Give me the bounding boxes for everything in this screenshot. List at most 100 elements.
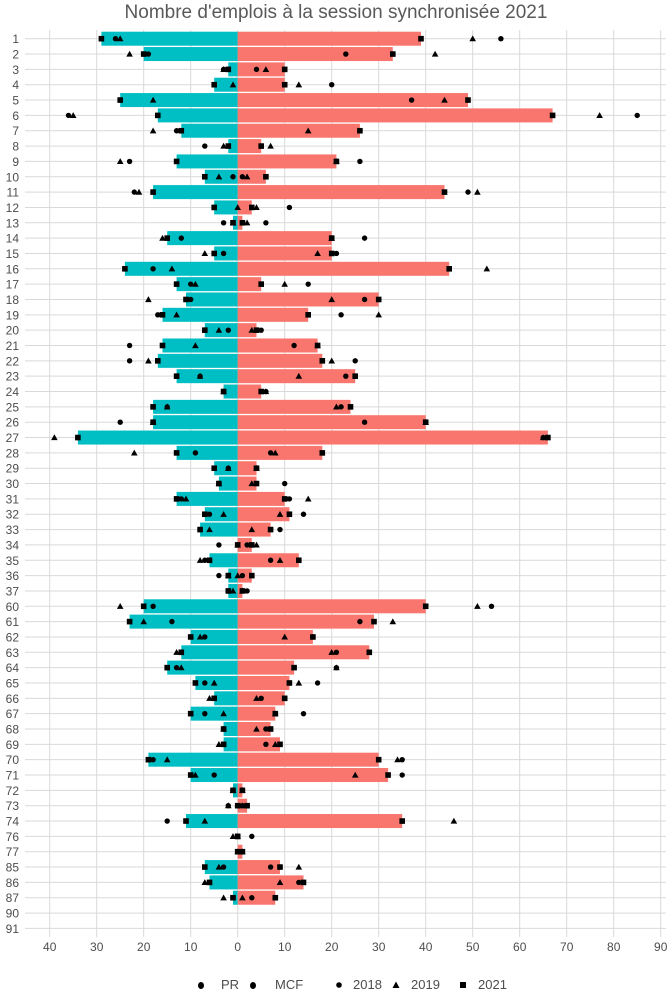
bar-mcf (237, 123, 360, 138)
bar-mcf (237, 384, 262, 399)
mark-2018-circle (178, 235, 184, 241)
mark-2021-square (286, 680, 293, 686)
mark-2018-circle (117, 419, 123, 425)
mark-2018-circle (202, 680, 208, 686)
mark-2021-square (225, 66, 232, 73)
mark-2021-square (328, 250, 335, 257)
bar-pr (176, 277, 238, 292)
mark-2019-triangle (239, 894, 246, 901)
bar-mcf (237, 323, 257, 338)
mark-2019-triangle (234, 541, 241, 548)
mark-2018-circle (230, 174, 236, 180)
bar-pr (223, 384, 238, 399)
bar-mcf (237, 231, 332, 246)
bar-pr (176, 445, 238, 460)
mark-2019-triangle (168, 265, 176, 272)
y-tick-label: 31 (6, 492, 20, 506)
y-tick-label: 19 (6, 308, 20, 322)
mark-2019-triangle (206, 695, 213, 701)
mark-2019-triangle (333, 403, 340, 410)
mark-2021-square (202, 864, 208, 870)
bar-pr (120, 93, 238, 108)
bar-pr (214, 77, 238, 92)
mark-2019-triangle (135, 188, 143, 195)
mark-2019-triangle (262, 388, 270, 395)
bar-pr (77, 430, 238, 445)
mark-2019-triangle (375, 311, 382, 318)
mark-2018-circle (178, 649, 184, 655)
mark-2019-triangle (196, 372, 204, 379)
mark-2019-triangle (210, 679, 218, 686)
mark-2021-square (159, 312, 166, 318)
y-tick-label: 14 (6, 232, 20, 246)
y-tick-label: 68 (6, 723, 20, 737)
mark-2021-square (98, 35, 105, 42)
mark-2021-square (211, 465, 217, 472)
y-tick-label: 23 (6, 370, 20, 384)
y-tick-label: 71 (6, 769, 20, 783)
mark-2021-square (173, 158, 180, 165)
mark-2018-circle (357, 158, 363, 165)
mark-2019-triangle (272, 710, 279, 717)
mark-2019-triangle (225, 802, 232, 809)
bar-mcf (237, 522, 271, 537)
mark-2021-square (305, 312, 311, 318)
bar-mcf (237, 47, 393, 62)
y-tick-label: 86 (6, 876, 20, 890)
mark-2021-square (140, 603, 147, 610)
mark-2019-triangle (474, 188, 481, 195)
y-tick-label: 66 (6, 692, 20, 706)
mark-2018-circle (126, 342, 133, 349)
x-tick-label: 80 (607, 940, 621, 954)
mark-2021-square (249, 572, 255, 579)
mark-2021-square (296, 557, 302, 564)
bar-mcf (237, 491, 285, 506)
mark-2021-square (277, 741, 283, 748)
y-tick-label: 3 (12, 63, 19, 77)
mark-2019-triangle (163, 403, 171, 410)
mark-2018-circle (343, 373, 349, 379)
bar-mcf (237, 614, 374, 629)
bar-mcf (237, 369, 356, 384)
mark-2019-triangle (422, 418, 429, 425)
mark-2019-triangle (131, 449, 138, 456)
y-tick-label: 2 (12, 48, 19, 62)
mark-2021-square (253, 327, 260, 333)
x-tick-label: 50 (466, 940, 480, 954)
bar-pr (124, 261, 238, 276)
mark-2018-circle (211, 695, 217, 702)
bar-pr (176, 491, 238, 506)
mark-2018-circle (188, 281, 194, 287)
mark-2019-triangle (243, 219, 251, 226)
y-tick-label: 74 (6, 815, 20, 829)
y-tick-label: 17 (6, 278, 20, 292)
y-tick-label: 6 (12, 109, 19, 123)
mark-2019-triangle (116, 602, 124, 609)
mark-2019-triangle (225, 572, 232, 579)
mark-2019-triangle (314, 342, 321, 349)
mark-2018-circle (361, 235, 368, 241)
bar-pr (153, 399, 238, 414)
y-tick-label: 26 (6, 416, 20, 430)
y-tick-label: 32 (6, 508, 20, 522)
mark-2019-triangle (220, 894, 227, 901)
legend-swatch-mcf (242, 974, 264, 996)
bar-mcf (237, 307, 309, 322)
mark-2021-square (258, 281, 264, 287)
mark-2018-circle (282, 480, 288, 487)
mark-2018-circle (216, 542, 222, 548)
mark-2018-circle (65, 112, 72, 119)
mark-2018-circle (634, 112, 640, 119)
mark-2018-circle (126, 158, 133, 165)
y-tick-label: 13 (6, 216, 20, 230)
mark-2018-circle (211, 82, 217, 88)
mark-2021-square (352, 373, 358, 379)
mark-2018-circle (314, 680, 321, 686)
mark-2018-circle (235, 849, 241, 855)
mark-2021-square (371, 618, 377, 625)
bar-pr (209, 875, 238, 890)
y-tick-label: 30 (6, 477, 20, 491)
x-tick-label: 30 (372, 940, 386, 954)
y-tick-label: 34 (6, 538, 20, 552)
mark-2019-triangle (220, 142, 227, 149)
